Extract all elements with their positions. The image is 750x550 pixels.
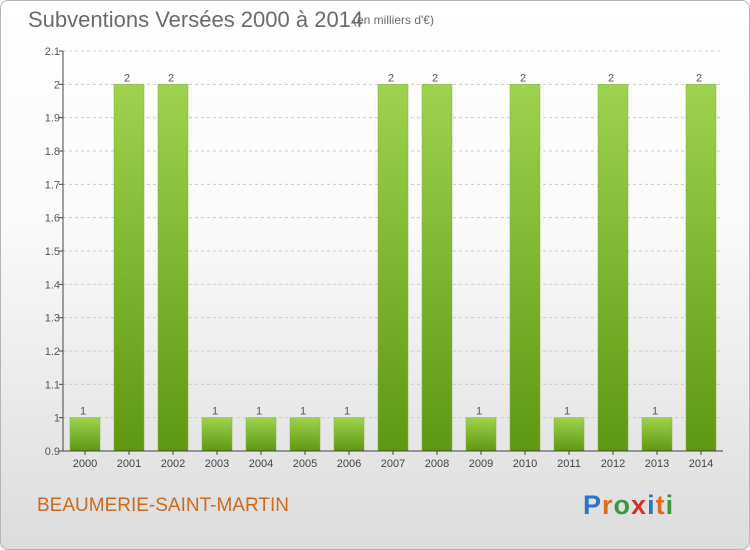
proxiti-logo[interactable]: Proxiti [583, 490, 674, 521]
bar [69, 417, 101, 452]
data-label: 2 [696, 72, 702, 84]
bar [157, 84, 189, 452]
bar [289, 417, 321, 452]
bar [333, 417, 365, 452]
labels: 0.9 1 1.1 1.2 1.3 1.4 1.5 1.6 1.7 1.8 1.9 2 2.1 1 2000… [45, 46, 714, 470]
x-tick-label: 2000 [73, 458, 97, 470]
x-tick-label: 2010 [513, 458, 537, 470]
logo-letter: i [665, 490, 675, 520]
logo-letter: x [631, 490, 648, 520]
logo-letter: t [655, 490, 666, 520]
y-tick-label: 1.2 [45, 346, 60, 358]
x-tick-label: 2012 [601, 458, 625, 470]
y-tick-label: 1.1 [45, 379, 60, 391]
data-label: 2 [168, 72, 174, 84]
y-tick-label: 0.9 [45, 446, 60, 458]
bar [113, 84, 145, 452]
logo-letter: r [602, 490, 614, 520]
chart-title: Subventions Versées 2000 à 2014 [28, 7, 364, 32]
bar [465, 417, 497, 452]
bar [377, 84, 409, 452]
bars [69, 84, 717, 452]
x-tick-label: 2006 [337, 458, 361, 470]
bar [421, 84, 453, 452]
data-label: 2 [388, 72, 394, 84]
y-tick-label: 1 [54, 413, 60, 425]
logo-letter: P [583, 490, 603, 520]
y-tick-label: 1.5 [45, 246, 60, 258]
x-tick-label: 2008 [425, 458, 449, 470]
data-label: 1 [80, 406, 86, 418]
x-tick-label: 2009 [469, 458, 493, 470]
data-label: 1 [300, 406, 306, 418]
y-tick-label: 1.8 [45, 146, 60, 158]
chart-subtitle: (en milliers d'€) [353, 13, 434, 27]
data-label: 1 [652, 406, 658, 418]
x-tick-label: 2014 [689, 458, 713, 470]
data-label: 1 [256, 406, 262, 418]
y-tick-label: 1.7 [45, 179, 60, 191]
data-label: 1 [476, 406, 482, 418]
x-tick-label: 2007 [381, 458, 405, 470]
logo-letter: i [647, 490, 656, 520]
y-tick-label: 2 [54, 79, 60, 91]
data-label: 2 [608, 72, 614, 84]
x-tick-label: 2013 [645, 458, 669, 470]
logo-letter: o [613, 490, 632, 520]
y-tick-label: 1.9 [45, 113, 60, 125]
data-label: 1 [344, 406, 350, 418]
bar [641, 417, 673, 452]
bar [685, 84, 717, 452]
axes [59, 50, 723, 455]
data-label: 2 [520, 72, 526, 84]
bar [597, 84, 629, 452]
x-tick-label: 2003 [205, 458, 229, 470]
bar [509, 84, 541, 452]
data-label: 2 [124, 72, 130, 84]
bar [553, 417, 585, 452]
x-tick-label: 2002 [161, 458, 185, 470]
data-label: 1 [212, 406, 218, 418]
x-tick-label: 2011 [557, 458, 581, 470]
x-tick-label: 2001 [117, 458, 141, 470]
y-tick-label: 1.6 [45, 213, 60, 225]
x-tick-label: 2004 [249, 458, 273, 470]
x-tick-label: 2005 [293, 458, 317, 470]
bar [245, 417, 277, 452]
data-label: 1 [564, 406, 570, 418]
place-name: BEAUMERIE-SAINT-MARTIN [37, 495, 289, 516]
bar [201, 417, 233, 452]
data-label: 2 [432, 72, 438, 84]
y-tick-label: 1.3 [45, 313, 60, 325]
y-tick-label: 1.4 [45, 279, 60, 291]
y-tick-label: 2.1 [45, 46, 60, 58]
